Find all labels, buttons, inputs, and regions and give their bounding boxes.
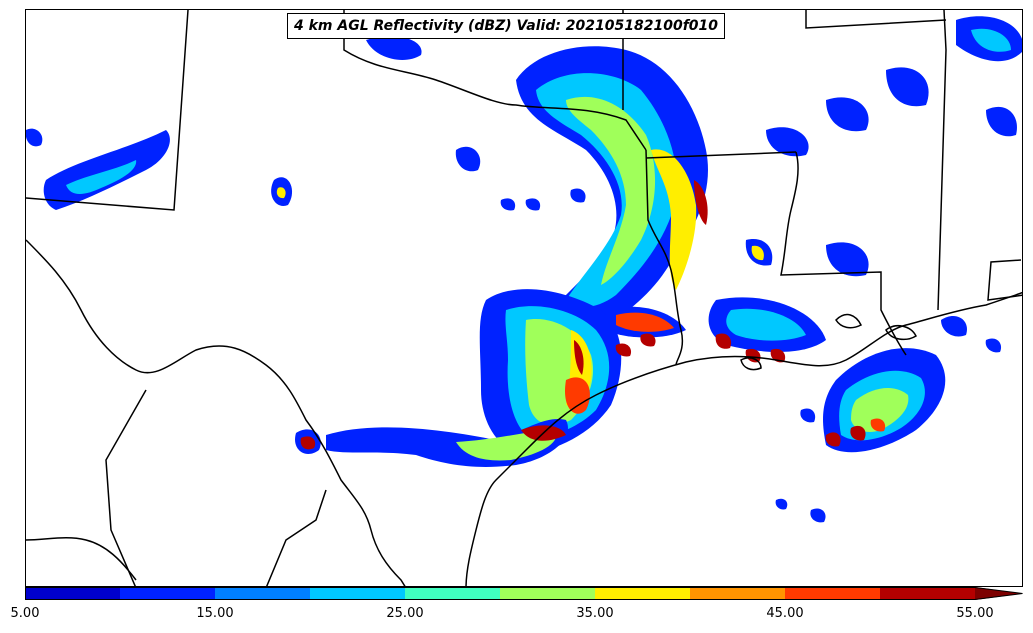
colorbar-segment [880, 587, 976, 600]
colorbar-segment [25, 587, 121, 600]
coastline-gulf [465, 291, 1022, 586]
border-tx-la [645, 149, 684, 366]
map-panel [25, 9, 1023, 587]
colorbar-tick-label: 35.00 [576, 606, 614, 621]
colorbar-segment [405, 587, 501, 600]
colorbar-segment [595, 587, 691, 600]
reflectivity-map [26, 10, 1022, 586]
colorbar-tick-label: 15.00 [196, 606, 234, 621]
reflectivity-echoes [26, 16, 1022, 523]
border-ar-la [645, 151, 797, 159]
colorbar [25, 587, 1023, 600]
border-nm-tx [26, 10, 189, 211]
colorbar-tick-label: 5.00 [10, 606, 40, 621]
colorbar-tick-label: 55.00 [956, 606, 994, 621]
colorbar-segment [785, 587, 881, 600]
colorbar-segment [310, 587, 406, 600]
map-title: 4 km AGL Reflectivity (dBZ) Valid: 20210… [287, 13, 726, 39]
colorbar-segment [500, 587, 596, 600]
colorbar-segment [690, 587, 786, 600]
colorbar-extend-arrow [975, 587, 1023, 600]
border-ms-al [937, 10, 947, 311]
border-us-mexico [26, 239, 406, 586]
colorbar-tick-label: 25.00 [386, 606, 424, 621]
border-red-river [343, 10, 647, 151]
colorbar-segment [215, 587, 311, 600]
map-boundaries [26, 10, 1022, 586]
colorbar-segment [120, 587, 216, 600]
colorbar-tick-label: 45.00 [766, 606, 804, 621]
